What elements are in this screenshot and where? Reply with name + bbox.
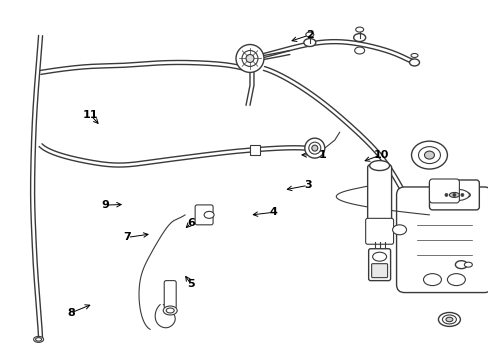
Ellipse shape (452, 191, 465, 199)
Ellipse shape (462, 193, 469, 197)
Circle shape (236, 45, 264, 72)
Ellipse shape (303, 39, 315, 46)
Text: 8: 8 (67, 308, 75, 318)
Ellipse shape (354, 47, 364, 54)
Text: 2: 2 (306, 30, 314, 40)
Ellipse shape (369, 161, 389, 171)
Circle shape (242, 50, 258, 67)
Ellipse shape (305, 32, 313, 37)
Ellipse shape (355, 27, 363, 32)
FancyBboxPatch shape (368, 249, 390, 280)
Text: 10: 10 (372, 150, 388, 160)
Ellipse shape (36, 338, 41, 341)
Ellipse shape (392, 225, 406, 235)
Ellipse shape (411, 141, 447, 169)
FancyBboxPatch shape (371, 264, 387, 278)
Ellipse shape (439, 189, 468, 201)
Text: 6: 6 (186, 218, 194, 228)
FancyBboxPatch shape (428, 179, 458, 203)
Circle shape (460, 193, 463, 197)
Ellipse shape (372, 252, 386, 261)
Ellipse shape (203, 211, 214, 219)
Ellipse shape (34, 336, 43, 342)
Ellipse shape (454, 261, 467, 269)
FancyBboxPatch shape (367, 165, 391, 225)
Text: 4: 4 (269, 207, 277, 217)
Ellipse shape (423, 274, 441, 285)
Circle shape (452, 193, 455, 197)
FancyBboxPatch shape (428, 180, 478, 210)
Ellipse shape (424, 151, 433, 159)
Text: 1: 1 (318, 150, 325, 160)
Text: 5: 5 (187, 279, 194, 289)
Text: 3: 3 (304, 180, 311, 190)
Ellipse shape (445, 317, 452, 322)
Ellipse shape (464, 262, 471, 267)
Circle shape (304, 138, 324, 158)
FancyBboxPatch shape (195, 205, 213, 225)
Circle shape (245, 54, 253, 62)
FancyBboxPatch shape (365, 219, 393, 244)
Circle shape (308, 142, 320, 154)
FancyBboxPatch shape (249, 145, 260, 155)
Ellipse shape (408, 59, 419, 66)
Ellipse shape (448, 193, 458, 197)
FancyBboxPatch shape (164, 280, 176, 309)
Circle shape (311, 145, 317, 151)
Ellipse shape (442, 315, 455, 324)
Ellipse shape (418, 147, 440, 163)
FancyBboxPatch shape (396, 187, 488, 293)
Ellipse shape (353, 33, 365, 41)
Ellipse shape (410, 54, 417, 58)
Ellipse shape (163, 306, 177, 315)
Ellipse shape (438, 312, 459, 327)
Ellipse shape (166, 308, 174, 313)
Circle shape (444, 193, 447, 197)
Text: 7: 7 (123, 232, 131, 242)
Text: 11: 11 (83, 111, 99, 121)
Ellipse shape (447, 274, 465, 285)
Text: 9: 9 (102, 200, 109, 210)
